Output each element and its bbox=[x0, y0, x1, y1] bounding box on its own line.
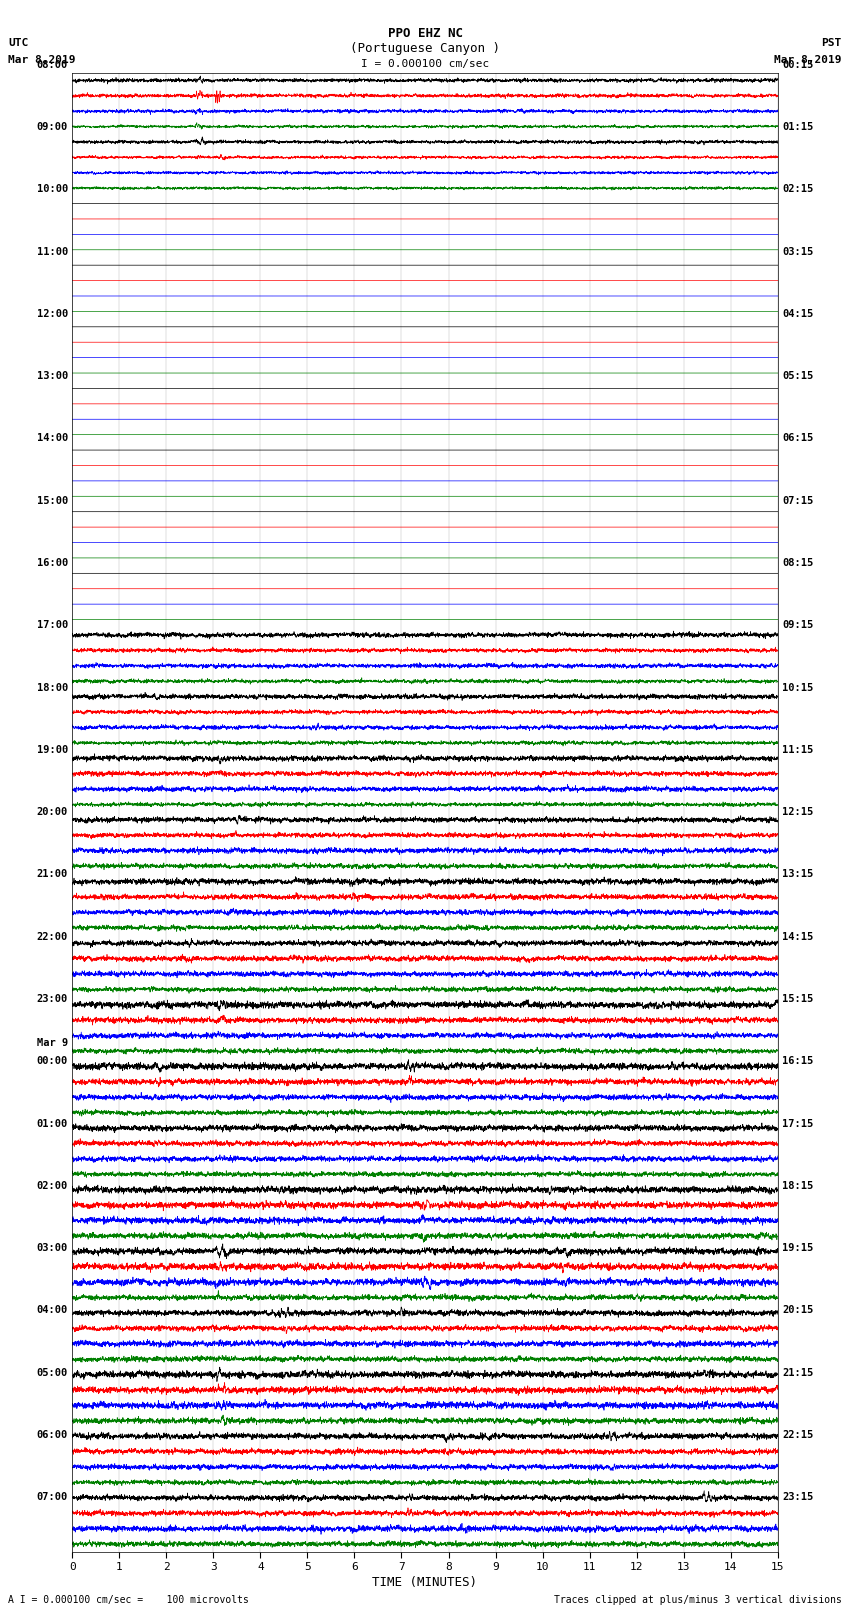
Text: 23:15: 23:15 bbox=[782, 1492, 813, 1502]
Text: 10:00: 10:00 bbox=[37, 184, 68, 194]
Text: 15:15: 15:15 bbox=[782, 994, 813, 1003]
Text: 22:15: 22:15 bbox=[782, 1431, 813, 1440]
Text: 02:15: 02:15 bbox=[782, 184, 813, 194]
X-axis label: TIME (MINUTES): TIME (MINUTES) bbox=[372, 1576, 478, 1589]
Text: 21:15: 21:15 bbox=[782, 1368, 813, 1378]
Text: 08:00: 08:00 bbox=[37, 60, 68, 69]
Text: 05:00: 05:00 bbox=[37, 1368, 68, 1378]
Text: UTC: UTC bbox=[8, 39, 29, 48]
Text: 16:15: 16:15 bbox=[782, 1057, 813, 1066]
Text: 10:15: 10:15 bbox=[782, 682, 813, 692]
Text: I = 0.000100 cm/sec: I = 0.000100 cm/sec bbox=[361, 60, 489, 69]
Text: 14:15: 14:15 bbox=[782, 932, 813, 942]
Text: 06:15: 06:15 bbox=[782, 434, 813, 444]
Text: 04:00: 04:00 bbox=[37, 1305, 68, 1315]
Text: PPO EHZ NC: PPO EHZ NC bbox=[388, 27, 462, 40]
Text: 20:00: 20:00 bbox=[37, 806, 68, 818]
Text: 19:00: 19:00 bbox=[37, 745, 68, 755]
Text: 04:15: 04:15 bbox=[782, 310, 813, 319]
Text: 12:15: 12:15 bbox=[782, 806, 813, 818]
Text: 06:00: 06:00 bbox=[37, 1431, 68, 1440]
Text: 13:15: 13:15 bbox=[782, 869, 813, 879]
Text: 11:15: 11:15 bbox=[782, 745, 813, 755]
Text: Mar 9: Mar 9 bbox=[37, 1039, 68, 1048]
Text: 20:15: 20:15 bbox=[782, 1305, 813, 1315]
Text: 21:00: 21:00 bbox=[37, 869, 68, 879]
Text: 19:15: 19:15 bbox=[782, 1244, 813, 1253]
Text: 18:15: 18:15 bbox=[782, 1181, 813, 1190]
Text: 07:15: 07:15 bbox=[782, 495, 813, 506]
Text: PST: PST bbox=[821, 39, 842, 48]
Text: 16:00: 16:00 bbox=[37, 558, 68, 568]
Text: (Portuguese Canyon ): (Portuguese Canyon ) bbox=[350, 42, 500, 55]
Text: 11:00: 11:00 bbox=[37, 247, 68, 256]
Text: 17:15: 17:15 bbox=[782, 1118, 813, 1129]
Text: 22:00: 22:00 bbox=[37, 932, 68, 942]
Text: A I = 0.000100 cm/sec =    100 microvolts: A I = 0.000100 cm/sec = 100 microvolts bbox=[8, 1595, 249, 1605]
Text: 05:15: 05:15 bbox=[782, 371, 813, 381]
Text: 13:00: 13:00 bbox=[37, 371, 68, 381]
Text: Mar 8,2019: Mar 8,2019 bbox=[8, 55, 76, 65]
Text: 14:00: 14:00 bbox=[37, 434, 68, 444]
Text: 15:00: 15:00 bbox=[37, 495, 68, 506]
Text: 07:00: 07:00 bbox=[37, 1492, 68, 1502]
Text: 00:15: 00:15 bbox=[782, 60, 813, 69]
Text: Traces clipped at plus/minus 3 vertical divisions: Traces clipped at plus/minus 3 vertical … bbox=[553, 1595, 842, 1605]
Text: 03:15: 03:15 bbox=[782, 247, 813, 256]
Text: 01:00: 01:00 bbox=[37, 1118, 68, 1129]
Text: 03:00: 03:00 bbox=[37, 1244, 68, 1253]
Text: Mar 8,2019: Mar 8,2019 bbox=[774, 55, 842, 65]
Text: 18:00: 18:00 bbox=[37, 682, 68, 692]
Text: 01:15: 01:15 bbox=[782, 123, 813, 132]
Text: 02:00: 02:00 bbox=[37, 1181, 68, 1190]
Text: 09:00: 09:00 bbox=[37, 123, 68, 132]
Text: 12:00: 12:00 bbox=[37, 310, 68, 319]
Text: 08:15: 08:15 bbox=[782, 558, 813, 568]
Text: 17:00: 17:00 bbox=[37, 621, 68, 631]
Text: 09:15: 09:15 bbox=[782, 621, 813, 631]
Text: 23:00: 23:00 bbox=[37, 994, 68, 1003]
Text: 00:00: 00:00 bbox=[37, 1057, 68, 1066]
